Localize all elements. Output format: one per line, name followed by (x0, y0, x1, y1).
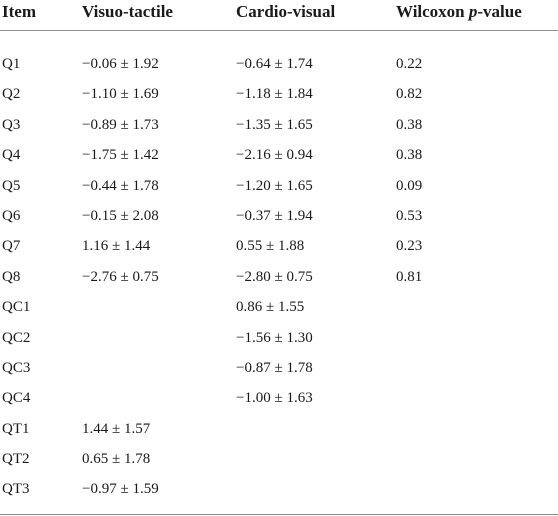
cell-visuo-tactile: −1.10 ± 1.69 (82, 86, 159, 103)
table-row: Q7 1.16 ± 1.44 0.55 ± 1.88 0.23 (0, 236, 558, 266)
cell-item: QC2 (2, 329, 31, 346)
table-row: Q4 −1.75 ± 1.42 −2.16 ± 0.94 0.38 (0, 145, 558, 175)
cell-cardio-visual: −0.87 ± 1.78 (236, 359, 313, 376)
header-wilcoxon-p: p (468, 2, 478, 21)
cell-item: QC3 (2, 359, 31, 376)
table-body: Q1 −0.06 ± 1.92 −0.64 ± 1.74 0.22 Q2 −1.10 ±… (0, 54, 558, 510)
cell-wilcoxon: 0.38 (396, 147, 423, 164)
cell-cardio-visual: −1.35 ± 1.65 (236, 116, 313, 133)
cell-visuo-tactile: −0.15 ± 2.08 (82, 207, 159, 224)
table-row: QC4 −1.00 ± 1.63 (0, 388, 558, 418)
cell-wilcoxon: 0.82 (396, 86, 423, 103)
cell-item: Q5 (2, 177, 21, 194)
cell-visuo-tactile: −2.76 ± 0.75 (82, 268, 159, 285)
cell-item: QC4 (2, 390, 31, 407)
cell-item: Q1 (2, 56, 21, 72)
cell-item: Q6 (2, 207, 21, 224)
cell-item: QT3 (2, 481, 30, 498)
table-row: Q3 −0.89 ± 1.73 −1.35 ± 1.65 0.38 (0, 115, 558, 145)
cell-cardio-visual: −2.80 ± 0.75 (236, 268, 313, 285)
header-visuo-tactile: Visuo-tactile (82, 2, 173, 21)
table-row: Q1 −0.06 ± 1.92 −0.64 ± 1.74 0.22 (0, 54, 558, 84)
cell-cardio-visual: −0.64 ± 1.74 (236, 56, 313, 72)
cell-cardio-visual: −1.20 ± 1.65 (236, 177, 313, 194)
cell-visuo-tactile: 1.44 ± 1.57 (82, 420, 151, 437)
cell-wilcoxon: 0.22 (396, 56, 423, 72)
header-item: Item (2, 2, 36, 21)
cell-item: Q4 (2, 147, 21, 164)
cell-item: Q3 (2, 116, 21, 133)
table-row: QT3 −0.97 ± 1.59 (0, 479, 558, 509)
cell-item: Q2 (2, 86, 21, 103)
table-row: QC2 −1.56 ± 1.30 (0, 328, 558, 358)
table-row: QT2 0.65 ± 1.78 (0, 449, 558, 479)
cell-item: QT2 (2, 451, 30, 468)
cell-visuo-tactile: 1.16 ± 1.44 (82, 238, 151, 255)
cell-visuo-tactile: −0.97 ± 1.59 (82, 481, 159, 498)
table-row: Q6 −0.15 ± 2.08 −0.37 ± 1.94 0.53 (0, 206, 558, 236)
header-cardio-visual: Cardio-visual (236, 2, 336, 21)
cell-wilcoxon: 0.38 (396, 116, 423, 133)
cell-visuo-tactile: 0.65 ± 1.78 (82, 451, 151, 468)
cell-wilcoxon: 0.23 (396, 238, 423, 255)
header-wilcoxon-suffix: -value (477, 2, 522, 21)
cell-cardio-visual: 0.55 ± 1.88 (236, 238, 305, 255)
bottom-rule (0, 514, 558, 515)
cell-cardio-visual: −0.37 ± 1.94 (236, 207, 313, 224)
header-wilcoxon-prefix: Wilcoxon (396, 2, 469, 21)
cell-visuo-tactile: −0.44 ± 1.78 (82, 177, 159, 194)
cell-wilcoxon: 0.81 (396, 268, 423, 285)
cell-item: QC1 (2, 299, 31, 316)
table-row: QT1 1.44 ± 1.57 (0, 419, 558, 449)
cell-item: Q8 (2, 268, 21, 285)
cell-cardio-visual: −1.00 ± 1.63 (236, 390, 313, 407)
cell-visuo-tactile: −0.06 ± 1.92 (82, 56, 159, 72)
table-row: Q8 −2.76 ± 0.75 −2.80 ± 0.75 0.81 (0, 267, 558, 297)
table-row: QC3 −0.87 ± 1.78 (0, 358, 558, 388)
cell-wilcoxon: 0.09 (396, 177, 423, 194)
cell-cardio-visual: −2.16 ± 0.94 (236, 147, 313, 164)
table-header-row: Item Visuo-tactile Cardio-visual Wilcoxo… (0, 0, 558, 28)
header-wilcoxon-p-value: Wilcoxon p-value (396, 1, 522, 23)
cell-visuo-tactile: −1.75 ± 1.42 (82, 147, 159, 164)
cell-item: Q7 (2, 238, 21, 255)
table-row: Q2 −1.10 ± 1.69 −1.18 ± 1.84 0.82 (0, 84, 558, 114)
header-rule (0, 30, 558, 31)
cell-cardio-visual: −1.18 ± 1.84 (236, 86, 313, 103)
cell-wilcoxon: 0.53 (396, 207, 423, 224)
cell-item: QT1 (2, 420, 30, 437)
table-row: Q5 −0.44 ± 1.78 −1.20 ± 1.65 0.09 (0, 176, 558, 206)
cell-cardio-visual: 0.86 ± 1.55 (236, 299, 305, 316)
cell-cardio-visual: −1.56 ± 1.30 (236, 329, 313, 346)
table-row: QC1 0.86 ± 1.55 (0, 297, 558, 327)
cell-visuo-tactile: −0.89 ± 1.73 (82, 116, 159, 133)
